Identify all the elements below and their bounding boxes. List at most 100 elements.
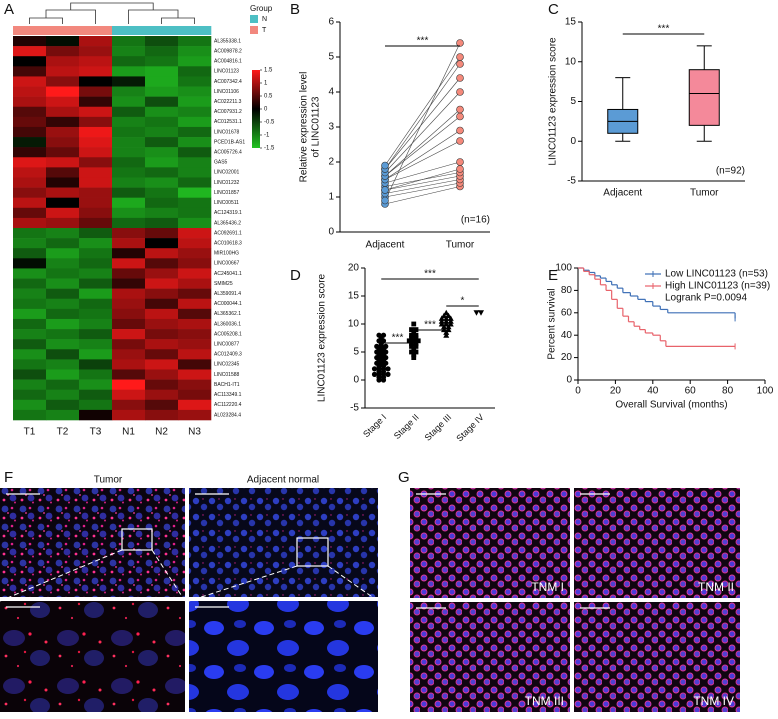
point (413, 349, 419, 355)
column-label: N3 (188, 427, 201, 438)
heat-cell (13, 46, 47, 57)
heat-cell (145, 369, 179, 380)
point (385, 371, 391, 377)
point (456, 60, 464, 68)
y-tick-label: 4 (328, 87, 334, 98)
row-label: AL365362.1 (214, 311, 241, 317)
heat-cell (46, 36, 80, 47)
row-label: PCED1B-AS1 (214, 139, 245, 145)
heat-cell (178, 46, 212, 57)
row-label: AC005726.4 (214, 150, 242, 156)
pair-line (384, 116, 461, 177)
heat-cell (13, 339, 47, 350)
heat-cell (46, 46, 80, 57)
heat-cell (178, 349, 212, 360)
heat-cell (46, 66, 80, 77)
point (413, 341, 419, 346)
heat-cell (112, 349, 146, 360)
micrograph-zoom (189, 601, 378, 712)
row-label: AC007342.4 (214, 79, 242, 85)
heat-cell (145, 116, 179, 128)
pair-line (384, 161, 461, 184)
heat-cell (112, 96, 146, 108)
point (411, 338, 417, 344)
colorbar-tick-label: -1 (264, 133, 270, 139)
heat-cell (79, 288, 113, 300)
heat-cell (178, 389, 212, 401)
heat-cell (46, 126, 80, 138)
heat-cell (79, 359, 113, 370)
heat-cell (13, 399, 47, 411)
dendrogram (29, 2, 195, 24)
heat-cell (46, 197, 80, 209)
point (383, 343, 389, 349)
heat-cell (46, 56, 80, 67)
heat-cell (178, 157, 212, 168)
micrograph-zoom (0, 601, 185, 712)
heat-cell (13, 36, 47, 47)
column-label: T1 (24, 427, 36, 438)
heat-cell (112, 177, 146, 188)
heat-cell (145, 288, 179, 300)
panel-letter: F (4, 469, 13, 486)
heat-cell (178, 379, 212, 390)
heat-cell (112, 298, 146, 310)
point (456, 137, 464, 145)
heat-cell (79, 339, 113, 350)
heat-cell (79, 409, 113, 421)
heat-cell (178, 409, 212, 421)
row-label: AL359091.4 (214, 291, 241, 297)
heat-cell (13, 76, 47, 87)
heat-cell (145, 308, 179, 320)
heat-cell (46, 298, 80, 310)
micrograph (410, 602, 570, 712)
heat-cell (46, 349, 80, 360)
row-label: LINC02345 (214, 362, 240, 368)
heat-cell (46, 329, 80, 340)
heat-cell (112, 217, 146, 229)
significance-label: *** (392, 333, 404, 344)
heat-cell (178, 288, 212, 300)
micrograph (0, 488, 185, 597)
heat-cell (79, 106, 113, 118)
heat-cell (112, 258, 146, 269)
heat-cell (112, 389, 146, 401)
heat-cell (178, 248, 212, 259)
y-tick-label: 0 (353, 375, 359, 386)
heat-cell (46, 116, 80, 128)
heat-cell (145, 36, 179, 47)
heat-cell (112, 46, 146, 57)
heat-cell (13, 187, 47, 198)
point (409, 341, 414, 346)
panel-letter: B (290, 1, 300, 18)
heat-cell (178, 318, 212, 330)
pair-line (384, 182, 461, 198)
heat-cell (13, 238, 47, 249)
heat-cell (13, 197, 47, 209)
heat-cell (46, 258, 80, 269)
heat-cell (79, 137, 113, 148)
heat-cell (13, 207, 47, 219)
significance-label: *** (424, 269, 436, 280)
pair-line (384, 168, 461, 191)
heat-cell (145, 248, 179, 259)
heat-cell (178, 56, 212, 67)
point (473, 310, 480, 316)
box (688, 69, 720, 126)
point (456, 88, 464, 96)
heat-cell (112, 116, 146, 128)
row-label: AC000044.1 (214, 301, 242, 307)
y-tick-label: 15 (348, 291, 360, 302)
heat-cell (46, 177, 80, 188)
heat-cell (145, 207, 179, 219)
row-label: LINC01857 (214, 190, 240, 196)
colorbar-tick-label: -0.5 (264, 120, 275, 126)
heat-cell (46, 157, 80, 168)
legend-swatch (250, 15, 258, 23)
group-bar (178, 26, 212, 35)
heat-cell (112, 238, 146, 249)
point (443, 318, 450, 324)
pair-line (384, 63, 461, 170)
point (411, 321, 417, 327)
heat-cell (145, 339, 179, 350)
